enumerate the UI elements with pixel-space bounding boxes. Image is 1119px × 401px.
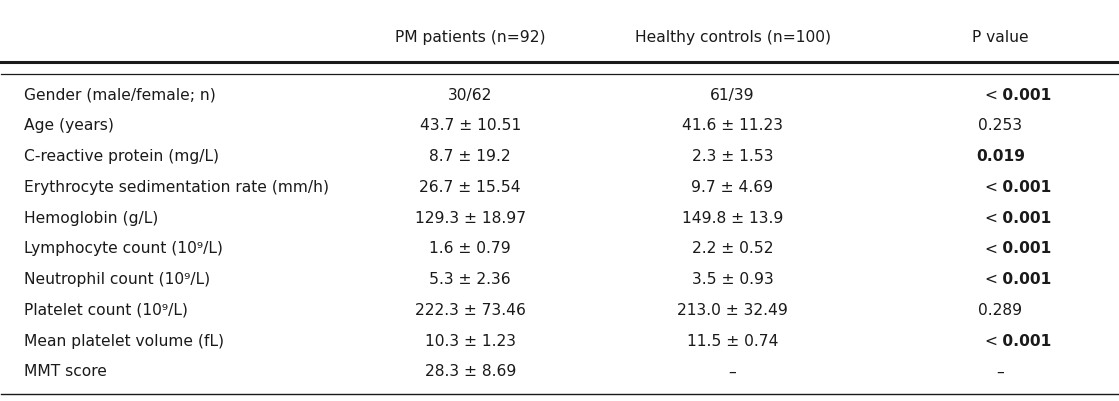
Text: Age (years): Age (years) [23, 118, 114, 133]
Text: 3.5 ± 0.93: 3.5 ± 0.93 [692, 271, 773, 286]
Text: 0.289: 0.289 [978, 302, 1023, 317]
Text: 0.001: 0.001 [997, 210, 1052, 225]
Text: <: < [984, 271, 997, 286]
Text: <: < [984, 180, 997, 194]
Text: <: < [984, 210, 997, 225]
Text: Healthy controls (n=100): Healthy controls (n=100) [634, 30, 830, 45]
Text: PM patients (n=92): PM patients (n=92) [395, 30, 545, 45]
Text: Hemoglobin (g/L): Hemoglobin (g/L) [23, 210, 158, 225]
Text: 129.3 ± 18.97: 129.3 ± 18.97 [415, 210, 526, 225]
Text: 26.7 ± 15.54: 26.7 ± 15.54 [420, 180, 521, 194]
Text: Mean platelet volume (fL): Mean platelet volume (fL) [23, 333, 224, 348]
Text: 0.001: 0.001 [997, 180, 1052, 194]
Text: 2.3 ± 1.53: 2.3 ± 1.53 [692, 149, 773, 164]
Text: 5.3 ± 2.36: 5.3 ± 2.36 [430, 271, 511, 286]
Text: 0.019: 0.019 [976, 149, 1025, 164]
Text: 149.8 ± 13.9: 149.8 ± 13.9 [681, 210, 783, 225]
Text: 2.2 ± 0.52: 2.2 ± 0.52 [692, 241, 773, 256]
Text: Erythrocyte sedimentation rate (mm/h): Erythrocyte sedimentation rate (mm/h) [23, 180, 329, 194]
Text: 0.253: 0.253 [978, 118, 1023, 133]
Text: 61/39: 61/39 [711, 87, 755, 102]
Text: <: < [984, 241, 997, 256]
Text: 10.3 ± 1.23: 10.3 ± 1.23 [425, 333, 516, 348]
Text: 11.5 ± 0.74: 11.5 ± 0.74 [687, 333, 778, 348]
Text: 0.001: 0.001 [997, 241, 1052, 256]
Text: 8.7 ± 19.2: 8.7 ± 19.2 [430, 149, 511, 164]
Text: <: < [984, 333, 997, 348]
Text: 9.7 ± 4.69: 9.7 ± 4.69 [692, 180, 773, 194]
Text: C-reactive protein (mg/L): C-reactive protein (mg/L) [23, 149, 218, 164]
Text: 1.6 ± 0.79: 1.6 ± 0.79 [430, 241, 511, 256]
Text: 43.7 ± 10.51: 43.7 ± 10.51 [420, 118, 520, 133]
Text: 30/62: 30/62 [448, 87, 492, 102]
Text: 28.3 ± 8.69: 28.3 ± 8.69 [424, 363, 516, 379]
Text: 0.001: 0.001 [997, 87, 1052, 102]
Text: 222.3 ± 73.46: 222.3 ± 73.46 [415, 302, 526, 317]
Text: <: < [984, 87, 997, 102]
Text: –: – [997, 363, 1004, 379]
Text: –: – [728, 363, 736, 379]
Text: 0.001: 0.001 [997, 333, 1052, 348]
Text: 0.001: 0.001 [997, 271, 1052, 286]
Text: MMT score: MMT score [23, 363, 106, 379]
Text: 41.6 ± 11.23: 41.6 ± 11.23 [681, 118, 783, 133]
Text: Lymphocyte count (10⁹/L): Lymphocyte count (10⁹/L) [23, 241, 223, 256]
Text: Platelet count (10⁹/L): Platelet count (10⁹/L) [23, 302, 188, 317]
Text: Neutrophil count (10⁹/L): Neutrophil count (10⁹/L) [23, 271, 210, 286]
Text: P value: P value [972, 30, 1028, 45]
Text: Gender (male/female; n): Gender (male/female; n) [23, 87, 216, 102]
Text: 213.0 ± 32.49: 213.0 ± 32.49 [677, 302, 788, 317]
